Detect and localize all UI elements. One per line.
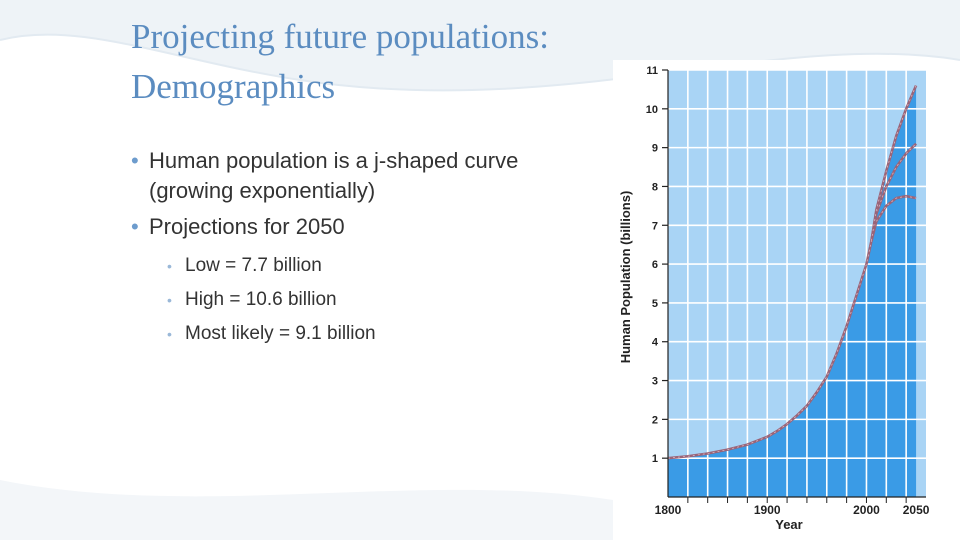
x-tick-label: 2050 [903,503,930,517]
sub-bullet-list: • Low = 7.7 billion • High = 10.6 billio… [167,254,601,346]
slide-title-line-1: Projecting future populations: [131,17,549,56]
y-tick-label: 10 [646,104,658,116]
x-tick-label: 1900 [754,503,781,517]
y-tick-label: 11 [646,65,658,77]
bullet-item: • Human population is a j-shaped curve (… [131,146,601,206]
sub-bullet-text: Most likely = 9.1 billion [185,323,376,344]
y-tick-label: 9 [652,143,658,155]
high-projection-line-highlight [871,85,917,241]
x-axis-label: Year [775,517,802,532]
x-tick-label: 1800 [655,503,682,517]
y-tick-label: 6 [652,259,658,271]
y-tick-label: 7 [652,220,658,232]
y-tick-label: 3 [652,376,658,388]
sub-bullet-text: High = 10.6 billion [185,289,337,310]
sub-bullet-item: • High = 10.6 billion [167,288,601,312]
slide-title: Projecting future populations: Demograph… [131,12,691,112]
sub-bullet-dot-icon: • [167,258,172,274]
y-tick-label: 1 [652,453,658,465]
bullet-text: Human population is a j-shaped curve (gr… [149,148,519,203]
y-axis-label: Human Population (billions) [618,191,633,364]
y-tick-label: 4 [652,337,659,349]
sub-bullet-text: Low = 7.7 billion [185,255,322,276]
bullet-item: • Projections for 2050 [131,212,601,242]
y-tick-label: 2 [652,414,658,426]
sub-bullet-dot-icon: • [167,292,172,308]
y-tick-label: 5 [652,298,658,310]
x-tick-label: 2000 [853,503,880,517]
observed-population-line [667,240,873,460]
sub-bullet-item: • Most likely = 9.1 billion [167,322,601,346]
bullet-text: Projections for 2050 [149,214,345,239]
slide-title-line-2: Demographics [131,67,336,106]
sub-bullet-item: • Low = 7.7 billion [167,254,601,278]
sub-bullet-dot-icon: • [167,326,172,342]
population-area [668,85,917,497]
y-tick-label: 8 [652,181,658,193]
bullet-list: • Human population is a j-shaped curve (… [131,146,601,356]
population-chart: 1 2 3 4 5 6 7 8 9 10 11 1800 1900 2000 2050 Human Popu… [613,60,939,535]
population-chart-svg: 1 2 3 4 5 6 7 8 9 10 11 1800 1900 2000 2050 Human Popu… [618,65,930,532]
bullet-dot-icon: • [131,148,139,173]
bullet-dot-icon: • [131,214,139,239]
